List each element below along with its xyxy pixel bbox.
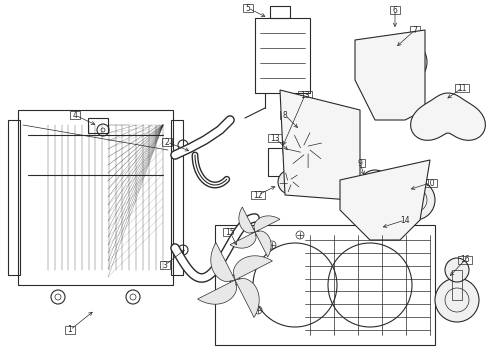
- Circle shape: [360, 170, 390, 200]
- Text: 8: 8: [283, 111, 287, 120]
- Text: 16: 16: [460, 256, 470, 265]
- Bar: [70, 111, 80, 119]
- Polygon shape: [197, 280, 237, 304]
- Bar: [88, 118, 108, 133]
- Bar: [255, 18, 310, 93]
- Bar: [160, 261, 170, 269]
- Circle shape: [283, 128, 327, 172]
- Text: 14: 14: [400, 216, 410, 225]
- Text: 2: 2: [165, 138, 170, 147]
- Polygon shape: [211, 243, 235, 282]
- Text: 4: 4: [73, 111, 77, 120]
- Bar: [243, 4, 253, 12]
- Polygon shape: [254, 216, 280, 232]
- Text: 9: 9: [358, 158, 363, 167]
- Text: 10: 10: [425, 179, 435, 188]
- Text: 7: 7: [413, 26, 417, 35]
- Bar: [65, 326, 75, 334]
- Bar: [270, 6, 290, 18]
- Circle shape: [435, 278, 479, 322]
- Text: 5: 5: [245, 4, 250, 13]
- Bar: [268, 134, 282, 142]
- Polygon shape: [340, 160, 430, 240]
- Text: 13: 13: [270, 134, 280, 143]
- Circle shape: [395, 180, 435, 220]
- Text: 11: 11: [457, 84, 467, 93]
- Text: 6: 6: [392, 5, 397, 14]
- Text: 13: 13: [300, 90, 310, 99]
- Polygon shape: [411, 93, 486, 140]
- Text: 3: 3: [163, 261, 168, 270]
- Text: 1: 1: [68, 325, 73, 334]
- Bar: [390, 6, 400, 14]
- Bar: [410, 26, 420, 34]
- Polygon shape: [255, 231, 271, 257]
- Bar: [162, 138, 172, 146]
- Bar: [18, 110, 173, 285]
- Bar: [223, 228, 237, 236]
- Polygon shape: [230, 232, 256, 248]
- Bar: [171, 120, 183, 275]
- Polygon shape: [233, 256, 272, 280]
- Bar: [268, 148, 288, 176]
- Bar: [455, 84, 469, 92]
- Bar: [251, 191, 265, 199]
- Bar: [398, 216, 412, 224]
- Circle shape: [445, 258, 469, 282]
- Polygon shape: [235, 278, 259, 318]
- Polygon shape: [355, 30, 425, 120]
- Text: 15: 15: [225, 228, 235, 237]
- Circle shape: [278, 170, 302, 194]
- Bar: [8, 120, 20, 275]
- Bar: [355, 159, 365, 167]
- Text: 12: 12: [253, 190, 263, 199]
- Polygon shape: [239, 207, 255, 233]
- Bar: [452, 270, 462, 300]
- Bar: [423, 179, 437, 187]
- Polygon shape: [280, 90, 360, 200]
- Bar: [458, 256, 472, 264]
- Bar: [215, 225, 435, 345]
- Bar: [280, 111, 290, 119]
- Bar: [298, 91, 312, 99]
- Circle shape: [383, 40, 427, 84]
